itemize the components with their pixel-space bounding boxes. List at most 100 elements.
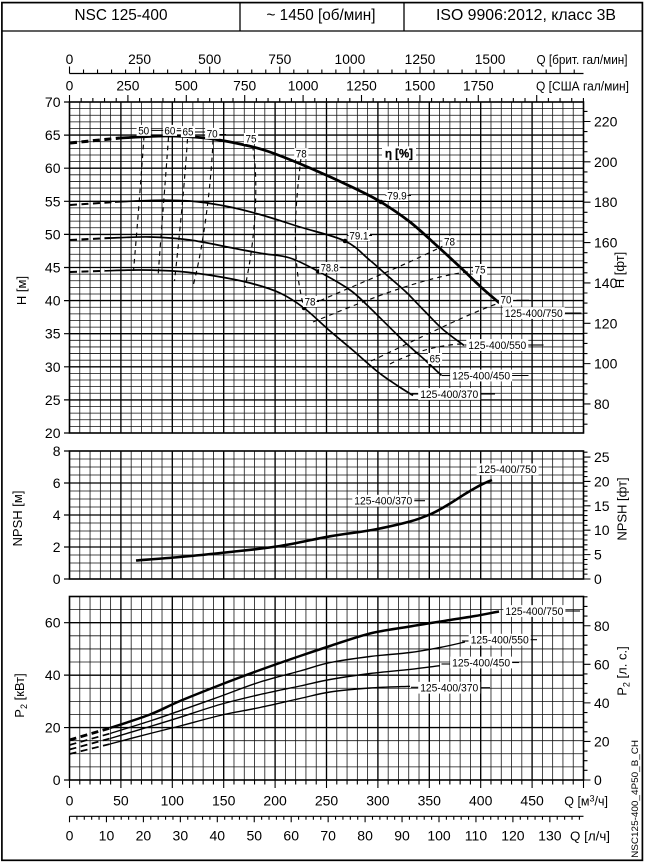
svg-text:80: 80 <box>594 618 610 634</box>
svg-text:80: 80 <box>594 396 610 412</box>
svg-text:120: 120 <box>501 828 525 844</box>
svg-text:180: 180 <box>594 194 618 210</box>
svg-text:125-400/750: 125-400/750 <box>505 606 563 618</box>
svg-text:25: 25 <box>45 392 61 408</box>
svg-text:NPSH [фт]: NPSH [фт] <box>615 477 630 540</box>
svg-text:125-400/370: 125-400/370 <box>354 496 412 508</box>
svg-text:140: 140 <box>594 275 618 291</box>
svg-text:1750: 1750 <box>463 79 494 94</box>
svg-text:0: 0 <box>594 571 602 587</box>
svg-text:125-400/370: 125-400/370 <box>420 683 478 695</box>
svg-text:70: 70 <box>501 295 512 307</box>
svg-text:40: 40 <box>594 695 610 711</box>
svg-text:20: 20 <box>136 828 152 844</box>
svg-text:750: 750 <box>268 52 291 67</box>
svg-text:90: 90 <box>394 828 410 844</box>
svg-text:125-400/450: 125-400/450 <box>452 370 510 382</box>
svg-text:1250: 1250 <box>405 52 436 67</box>
svg-text:100: 100 <box>427 828 451 844</box>
svg-text:125-400/750: 125-400/750 <box>505 308 563 320</box>
svg-text:5: 5 <box>594 547 602 563</box>
svg-text:450: 450 <box>520 792 544 808</box>
svg-text:10: 10 <box>594 522 610 538</box>
svg-text:15: 15 <box>594 498 610 514</box>
svg-text:100: 100 <box>161 792 185 808</box>
svg-text:500: 500 <box>175 79 198 94</box>
svg-text:40: 40 <box>45 667 61 683</box>
svg-text:Q [США гал/мин]: Q [США гал/мин] <box>536 80 629 94</box>
svg-text:H [фт]: H [фт] <box>612 252 627 289</box>
svg-text:1250: 1250 <box>346 79 377 94</box>
svg-text:20: 20 <box>45 720 61 736</box>
svg-text:78: 78 <box>296 148 307 160</box>
svg-text:20: 20 <box>45 425 61 441</box>
svg-text:0: 0 <box>66 828 74 844</box>
svg-text:0: 0 <box>594 772 602 788</box>
svg-text:6: 6 <box>53 475 61 491</box>
svg-text:1500: 1500 <box>405 79 436 94</box>
svg-text:η [%]: η [%] <box>385 149 413 161</box>
svg-text:100: 100 <box>594 356 618 372</box>
svg-text:120: 120 <box>594 315 618 331</box>
svg-text:250: 250 <box>116 79 139 94</box>
svg-text:NPSH [м]: NPSH [м] <box>10 491 25 547</box>
svg-text:79.1: 79.1 <box>349 230 368 242</box>
svg-text:60: 60 <box>283 828 299 844</box>
svg-text:200: 200 <box>263 792 287 808</box>
svg-text:0: 0 <box>66 792 74 808</box>
svg-text:125-400/750: 125-400/750 <box>479 464 537 476</box>
svg-text:Q [брит. гал/мин]: Q [брит. гал/мин] <box>537 53 628 67</box>
svg-text:78: 78 <box>444 236 455 248</box>
svg-text:8: 8 <box>53 443 61 459</box>
svg-text:350: 350 <box>418 792 442 808</box>
svg-text:0: 0 <box>53 571 61 587</box>
svg-text:30: 30 <box>173 828 189 844</box>
svg-text:220: 220 <box>594 113 618 129</box>
svg-text:10: 10 <box>99 828 115 844</box>
svg-text:75: 75 <box>246 133 257 145</box>
svg-text:250: 250 <box>315 792 339 808</box>
svg-text:78: 78 <box>305 296 316 308</box>
svg-text:1000: 1000 <box>335 52 366 67</box>
svg-text:Q [м3/ч]: Q [м3/ч] <box>564 793 608 808</box>
svg-text:35: 35 <box>45 326 61 342</box>
svg-text:NSC125-400_4P50_B_CH: NSC125-400_4P50_B_CH <box>630 740 641 858</box>
svg-text:20: 20 <box>594 473 610 489</box>
svg-text:2: 2 <box>53 539 61 555</box>
svg-text:Q [л/ч]: Q [л/ч] <box>570 830 610 844</box>
svg-text:70: 70 <box>207 128 218 140</box>
svg-text:160: 160 <box>594 235 618 251</box>
svg-text:500: 500 <box>198 52 221 67</box>
svg-text:78.8: 78.8 <box>321 262 339 274</box>
svg-text:125-400/550: 125-400/550 <box>471 635 529 647</box>
svg-text:50: 50 <box>45 226 61 242</box>
svg-text:4: 4 <box>53 507 61 523</box>
svg-text:79.9: 79.9 <box>387 190 407 202</box>
svg-text:H [м]: H [м] <box>14 276 29 305</box>
svg-text:75: 75 <box>475 264 486 276</box>
svg-text:0: 0 <box>53 772 61 788</box>
svg-text:65: 65 <box>183 126 194 138</box>
svg-text:50: 50 <box>246 828 262 844</box>
svg-text:60: 60 <box>164 125 175 137</box>
svg-text:70: 70 <box>45 94 61 110</box>
svg-text:200: 200 <box>594 154 618 170</box>
svg-text:250: 250 <box>128 52 151 67</box>
svg-text:80: 80 <box>357 828 373 844</box>
svg-text:125-400/550: 125-400/550 <box>468 340 526 352</box>
svg-text:110: 110 <box>465 828 488 844</box>
svg-text:~ 1450 [об/мин]: ~ 1450 [об/мин] <box>267 7 376 24</box>
svg-text:60: 60 <box>45 160 61 176</box>
svg-text:P2 [кВт]: P2 [кВт] <box>12 673 29 717</box>
svg-text:40: 40 <box>45 293 61 309</box>
svg-text:1000: 1000 <box>288 79 319 94</box>
svg-text:65: 65 <box>45 127 61 143</box>
svg-text:65: 65 <box>430 353 441 365</box>
svg-text:P2 [л. с.]: P2 [л. с.] <box>615 646 632 695</box>
svg-text:0: 0 <box>66 52 74 67</box>
svg-text:400: 400 <box>469 792 493 808</box>
svg-text:50: 50 <box>113 792 129 808</box>
svg-text:70: 70 <box>320 828 336 844</box>
svg-text:0: 0 <box>66 79 74 94</box>
svg-text:NSC 125-400: NSC 125-400 <box>75 7 168 24</box>
